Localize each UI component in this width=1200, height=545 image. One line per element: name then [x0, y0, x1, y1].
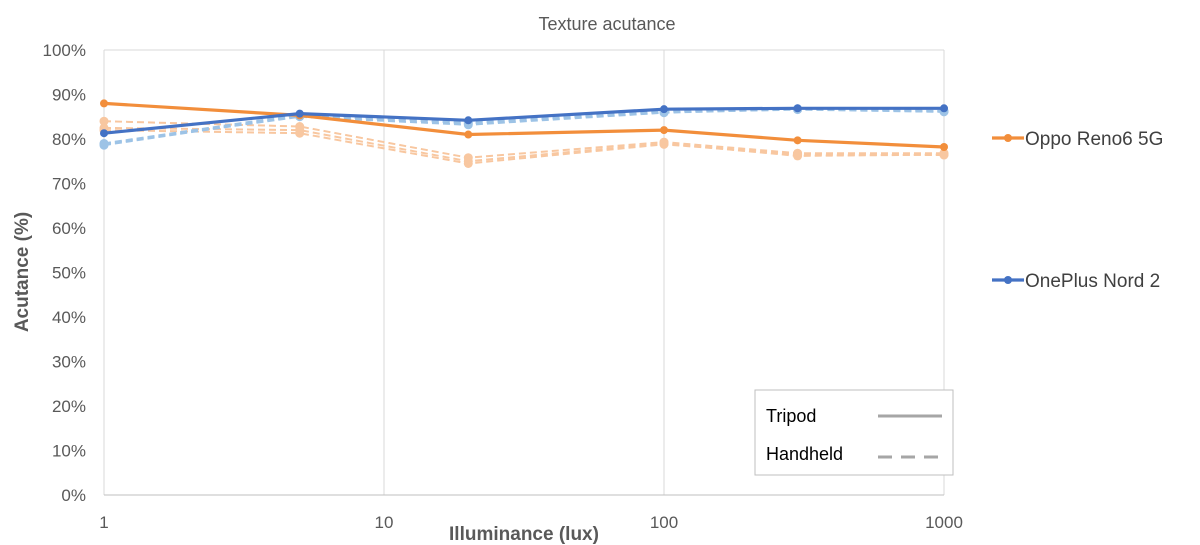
data-point — [100, 99, 108, 108]
data-point — [659, 139, 669, 149]
y-tick-label: 10% — [52, 442, 86, 461]
data-point — [793, 150, 803, 160]
x-axis-title: Illuminance (lux) — [449, 524, 599, 545]
y-tick-label: 90% — [52, 86, 86, 105]
series-line — [103, 106, 944, 135]
y-tick-label: 80% — [52, 130, 86, 149]
series-0-tripod — [100, 99, 948, 152]
x-tick-label: 1000 — [925, 513, 963, 532]
series-line — [103, 108, 945, 145]
line-style-legend: Tripod Handheld — [754, 389, 954, 476]
data-point — [660, 126, 668, 135]
series-line — [103, 101, 945, 149]
y-tick-label: 100% — [43, 41, 86, 60]
x-tick-label: 10 — [375, 513, 394, 532]
y-tick-label: 20% — [52, 397, 86, 416]
series-line — [103, 120, 944, 159]
chart-title: Texture acutance — [538, 14, 675, 34]
y-tick-label: 0% — [61, 486, 86, 505]
data-point — [295, 128, 305, 138]
style-legend-tripod-label: Tripod — [766, 406, 816, 426]
data-point — [660, 105, 668, 114]
data-point — [793, 104, 802, 113]
x-tick-label: 1 — [99, 513, 108, 532]
data-point — [940, 143, 948, 152]
y-tick-labels: 0% 10% 20% 30% 40% 50% 60% 70% 80% 90% 100% — [43, 41, 86, 505]
y-tick-label: 60% — [52, 219, 86, 238]
data-series — [99, 99, 949, 168]
series-line — [103, 129, 945, 165]
legend-label-1: OnePlus Nord 2 — [1025, 271, 1160, 292]
data-point — [939, 150, 949, 160]
series-line — [103, 126, 945, 163]
data-point — [99, 139, 109, 149]
y-tick-label: 40% — [52, 308, 86, 327]
y-axis-title: Acutance (%) — [12, 212, 33, 332]
data-point — [940, 104, 948, 113]
data-point — [464, 116, 473, 125]
y-tick-label: 30% — [52, 353, 86, 372]
data-point — [464, 130, 473, 139]
legend-marker-1 — [1004, 276, 1012, 284]
x-tick-labels: 1 10 100 1000 — [99, 513, 963, 532]
legend-label-0: Oppo Reno6 5G — [1025, 129, 1163, 150]
x-tick-label: 100 — [650, 513, 678, 532]
style-legend-box — [754, 389, 954, 476]
data-point — [793, 136, 802, 145]
style-legend-handheld-label: Handheld — [766, 444, 843, 464]
data-point — [295, 109, 304, 118]
data-point — [463, 158, 473, 168]
legend-marker-0 — [1004, 134, 1012, 142]
series-legend: Oppo Reno6 5G OnePlus Nord 2 — [992, 129, 1163, 292]
y-tick-label: 50% — [52, 264, 86, 283]
y-tick-label: 70% — [52, 175, 86, 194]
series-2-handheld — [99, 123, 949, 166]
data-point — [99, 116, 109, 126]
data-point — [100, 129, 108, 138]
series-4-tripod — [100, 104, 948, 138]
